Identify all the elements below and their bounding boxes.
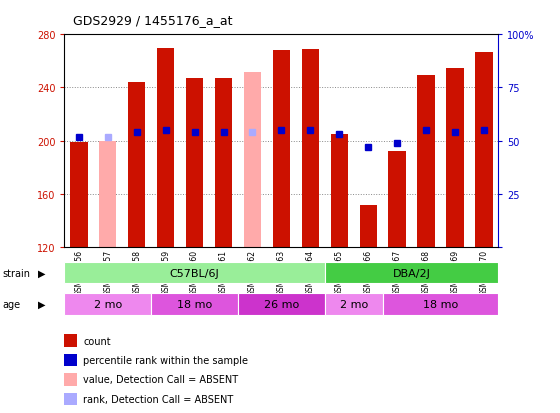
Bar	[330, 135, 348, 248]
Text: ▶: ▶	[38, 299, 46, 309]
Bar	[360, 205, 377, 248]
Text: 2 mo: 2 mo	[339, 299, 368, 309]
Bar	[70, 143, 87, 248]
Bar	[273, 51, 290, 248]
Text: rank, Detection Call = ABSENT: rank, Detection Call = ABSENT	[83, 394, 234, 404]
Bar	[417, 76, 435, 248]
Bar	[389, 152, 406, 248]
Bar	[382, 293, 498, 315]
Bar	[302, 50, 319, 248]
Bar	[215, 79, 232, 248]
Bar	[186, 79, 203, 248]
Text: GDS2929 / 1455176_a_at: GDS2929 / 1455176_a_at	[73, 14, 232, 27]
Text: C57BL/6J: C57BL/6J	[170, 268, 220, 278]
Bar	[99, 141, 116, 248]
Text: strain: strain	[3, 268, 31, 278]
Bar	[325, 293, 382, 315]
Text: 18 mo: 18 mo	[177, 299, 212, 309]
Bar	[446, 68, 464, 248]
Text: percentile rank within the sample: percentile rank within the sample	[83, 355, 249, 365]
Bar	[244, 72, 261, 248]
Text: count: count	[83, 336, 111, 346]
Text: age: age	[3, 299, 21, 309]
Text: 26 mo: 26 mo	[264, 299, 299, 309]
Text: DBA/2J: DBA/2J	[393, 268, 431, 278]
Bar	[475, 52, 493, 248]
Text: value, Detection Call = ABSENT: value, Detection Call = ABSENT	[83, 375, 239, 385]
Bar	[238, 293, 325, 315]
Bar	[128, 83, 146, 248]
Text: 2 mo: 2 mo	[94, 299, 122, 309]
Bar	[151, 293, 238, 315]
Text: ▶: ▶	[38, 268, 46, 278]
Bar	[64, 293, 151, 315]
Bar	[157, 48, 174, 248]
Bar	[64, 262, 325, 284]
Text: 18 mo: 18 mo	[423, 299, 458, 309]
Bar	[325, 262, 498, 284]
